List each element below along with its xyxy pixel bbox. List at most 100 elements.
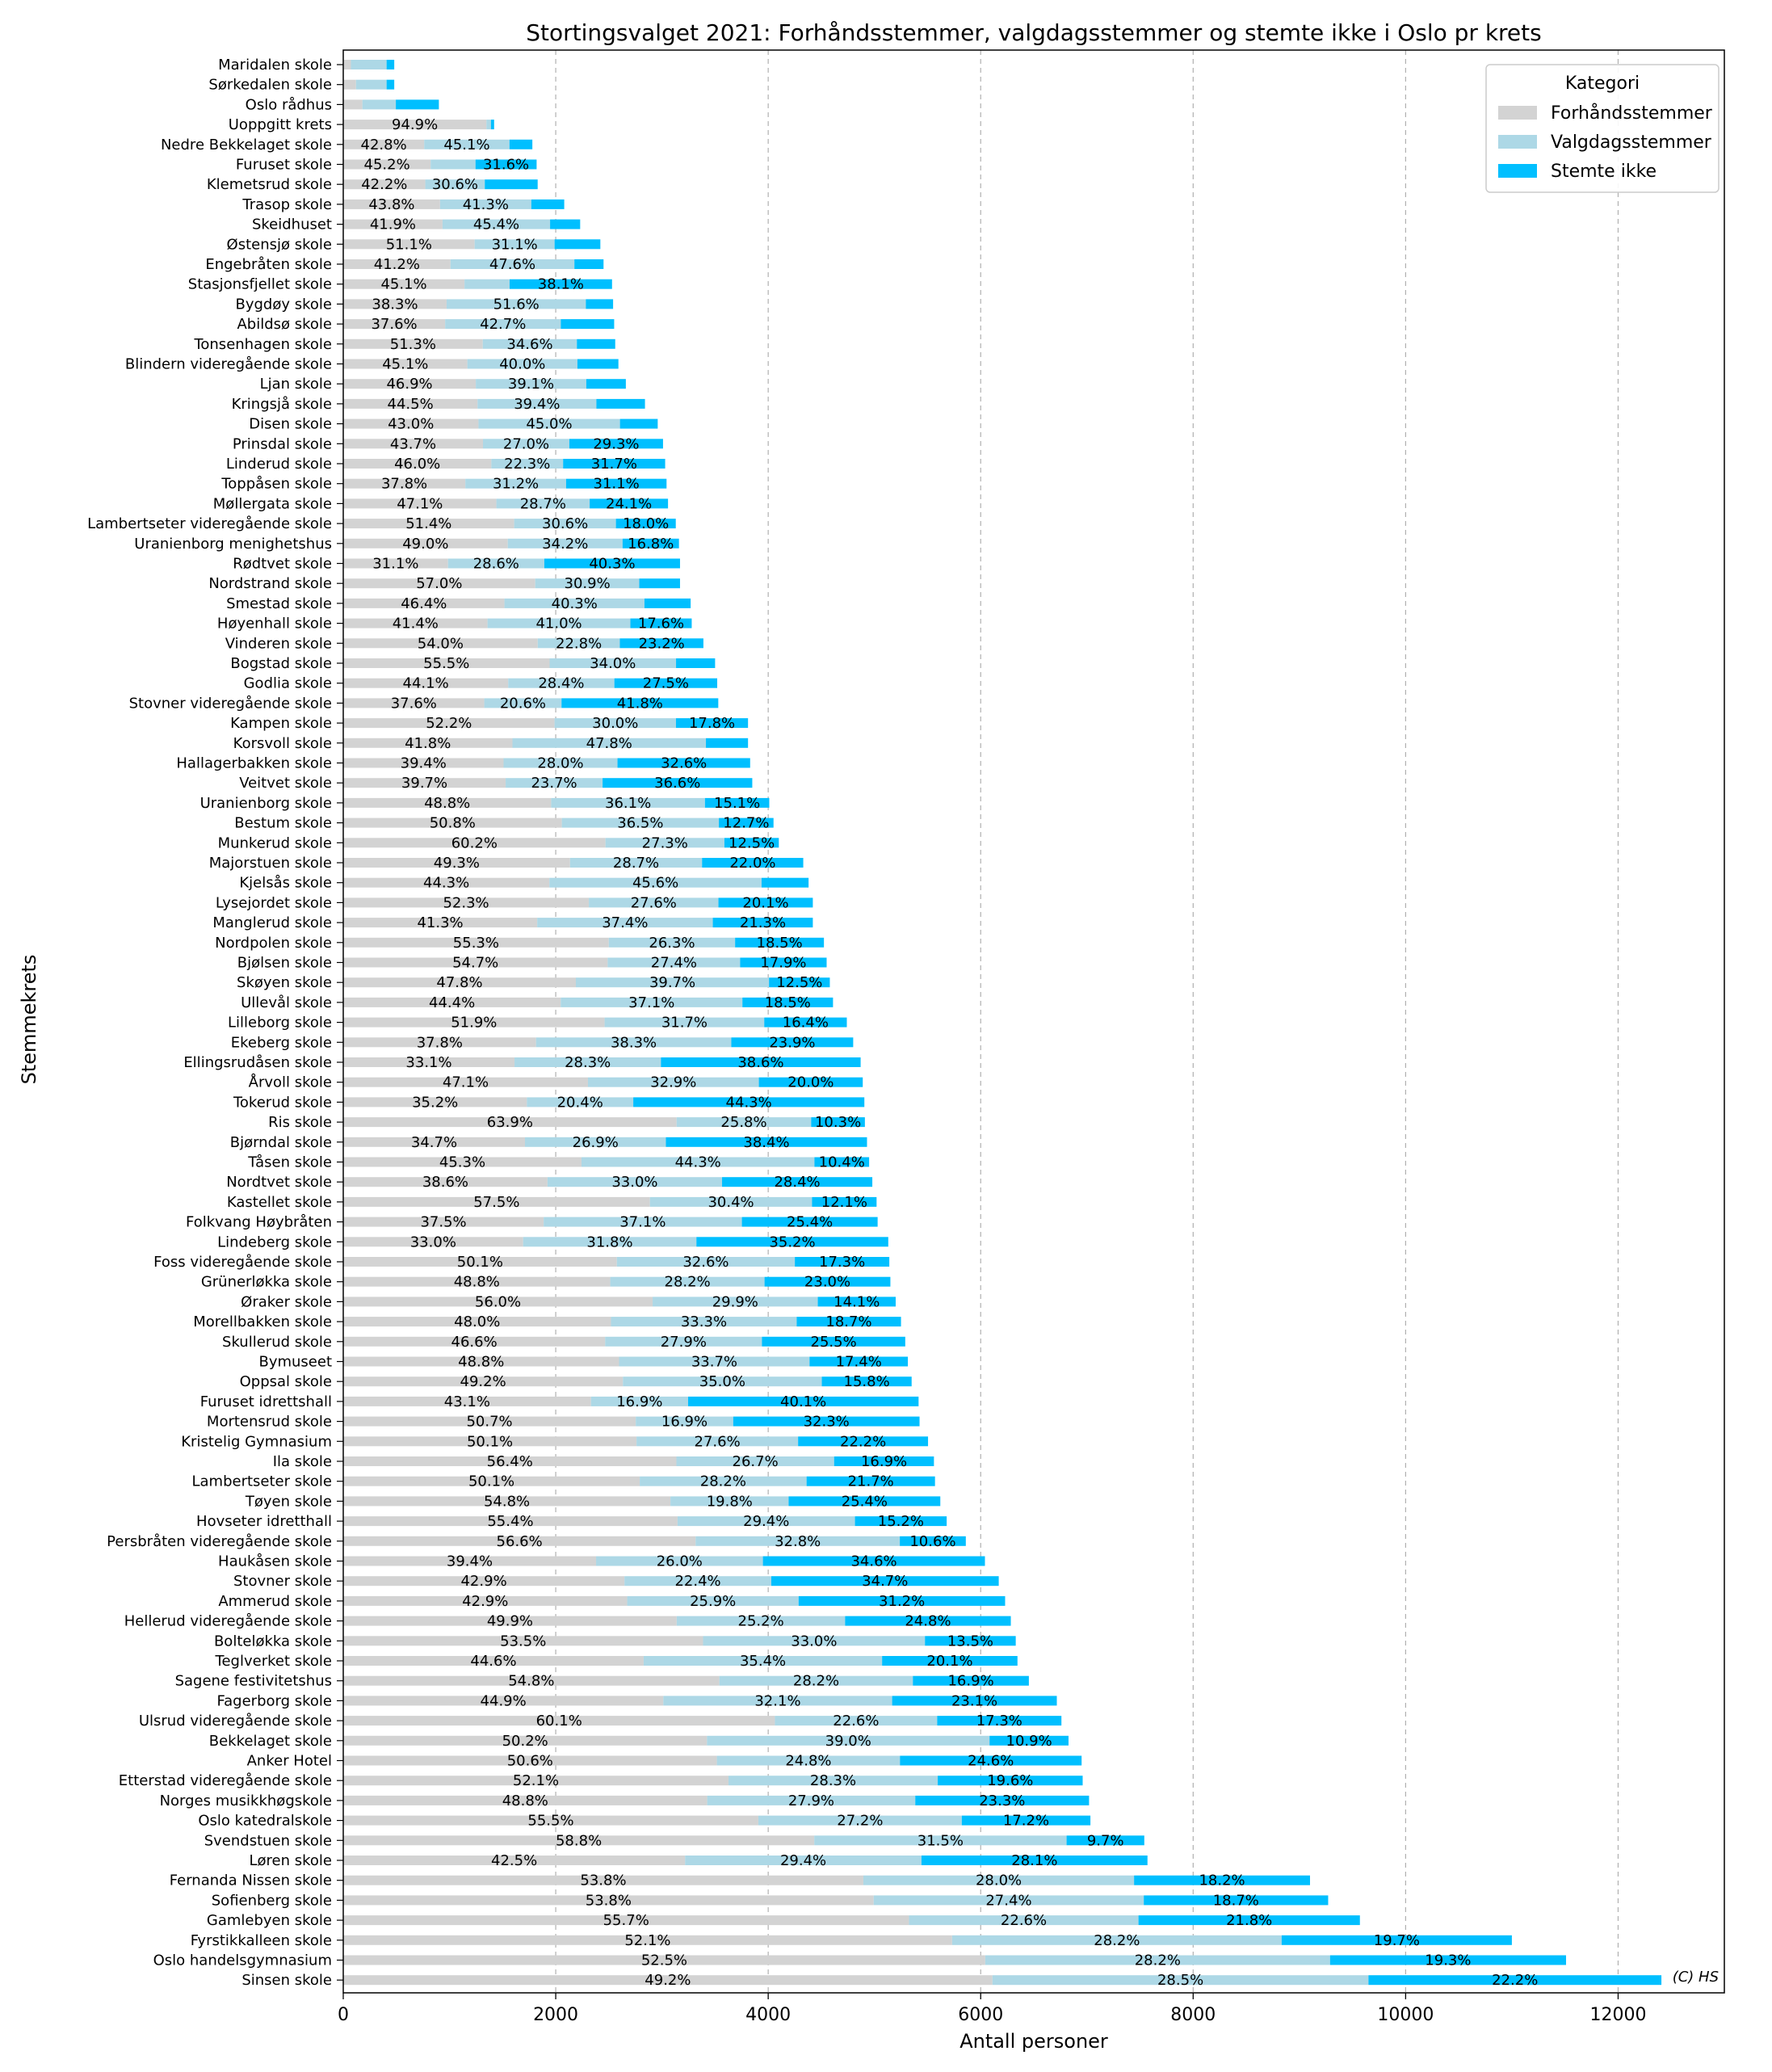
percent-label-stemte-ikke: 15.1% — [714, 795, 760, 812]
percent-label-valgdagsstemmer: 27.3% — [642, 834, 688, 851]
bar-valgdagsstemmer — [491, 459, 564, 469]
category-label: Lambertseter videregående skole — [87, 515, 332, 532]
bar-stemte-ikke — [724, 838, 779, 848]
bar-forhandsstemmer — [343, 1576, 625, 1587]
percent-label-forhandsstemmer: 42.5% — [491, 1852, 537, 1869]
percent-label-forhandsstemmer: 35.2% — [412, 1094, 458, 1111]
bar-forhandsstemmer — [343, 1476, 640, 1486]
bar-valgdagsstemmer — [482, 338, 577, 349]
bar-valgdagsstemmer — [589, 897, 719, 908]
percent-label-valgdagsstemmer: 27.2% — [837, 1813, 883, 1830]
bar-stemte-ikke — [563, 459, 666, 469]
category-label: Skullerud skole — [222, 1334, 332, 1351]
bar-valgdagsstemmer — [873, 1895, 1144, 1906]
percent-label-valgdagsstemmer: 26.0% — [657, 1553, 703, 1570]
percent-label-forhandsstemmer: 48.8% — [424, 795, 470, 812]
bar-forhandsstemmer — [343, 1616, 677, 1626]
bar-stemte-ikke — [989, 1735, 1069, 1746]
bar-valgdagsstemmer — [581, 1157, 815, 1167]
category-label: Grünerløkka skole — [201, 1274, 332, 1291]
percent-label-forhandsstemmer: 50.7% — [466, 1414, 512, 1431]
category-label: Bymuseet — [258, 1354, 332, 1371]
percent-label-forhandsstemmer: 48.8% — [502, 1793, 548, 1809]
percent-label-forhandsstemmer: 45.1% — [380, 276, 426, 293]
bar-forhandsstemmer — [343, 1117, 677, 1128]
bar-valgdagsstemmer — [676, 1117, 812, 1128]
percent-label-forhandsstemmer: 41.3% — [417, 914, 463, 931]
bar-stemte-ikke — [577, 338, 615, 349]
percent-label-valgdagsstemmer: 45.0% — [526, 416, 572, 433]
bar-forhandsstemmer — [343, 120, 487, 130]
percent-label-forhandsstemmer: 43.7% — [390, 435, 436, 452]
bar-stemte-ikke — [925, 1636, 1016, 1646]
category-label: Kringsjå skole — [232, 396, 332, 413]
x-tick-label: 8000 — [1170, 2005, 1216, 2025]
bar-forhandsstemmer — [343, 738, 513, 748]
bar-valgdagsstemmer — [605, 838, 724, 848]
category-label: Munkerud skole — [218, 834, 332, 851]
bar-valgdagsstemmer — [951, 1935, 1282, 1945]
bar-valgdagsstemmer — [775, 1716, 938, 1726]
percent-label-stemte-ikke: 9.7% — [1087, 1832, 1124, 1849]
category-label: Ellingsrudåsen skole — [183, 1054, 332, 1071]
percent-label-stemte-ikke: 36.6% — [654, 775, 700, 792]
category-label: Sofienberg skole — [212, 1892, 332, 1909]
percent-label-valgdagsstemmer: 26.7% — [733, 1453, 779, 1470]
bar-stemte-ikke — [758, 1077, 863, 1087]
percent-label-forhandsstemmer: 55.5% — [423, 655, 469, 672]
percent-label-valgdagsstemmer: 45.1% — [443, 137, 489, 153]
bar-valgdagsstemmer — [355, 79, 387, 90]
bar-valgdagsstemmer — [611, 1317, 797, 1327]
bar-stemte-ikke — [712, 918, 813, 928]
percent-label-valgdagsstemmer: 28.0% — [537, 755, 583, 772]
category-label: Østensjø skole — [227, 236, 332, 253]
bar-stemte-ikke — [544, 558, 680, 569]
category-label: Lysejordet skole — [216, 894, 332, 911]
percent-label-forhandsstemmer: 52.1% — [513, 1772, 559, 1789]
bar-forhandsstemmer — [343, 1595, 628, 1606]
percent-label-valgdagsstemmer: 34.6% — [506, 336, 552, 353]
percent-label-stemte-ikke: 23.0% — [804, 1274, 850, 1291]
bar-stemte-ikke — [913, 1675, 1029, 1686]
percent-label-stemte-ikke: 18.7% — [825, 1313, 871, 1330]
percent-label-stemte-ikke: 22.2% — [840, 1433, 886, 1450]
percent-label-forhandsstemmer: 47.8% — [436, 974, 482, 991]
category-label: Høyenhall skole — [217, 616, 332, 633]
percent-label-valgdagsstemmer: 39.7% — [649, 974, 695, 991]
bar-forhandsstemmer — [343, 1955, 985, 1965]
percent-label-stemte-ikke: 19.3% — [1425, 1952, 1471, 1969]
percent-label-forhandsstemmer: 50.1% — [467, 1433, 513, 1450]
bar-stemte-ikke — [788, 1496, 941, 1507]
bar-valgdagsstemmer — [465, 478, 566, 489]
percent-label-stemte-ikke: 40.3% — [589, 556, 635, 573]
category-label: Folkvang Høybråten — [186, 1214, 332, 1231]
percent-label-valgdagsstemmer: 30.4% — [708, 1194, 754, 1211]
percent-label-valgdagsstemmer: 27.9% — [661, 1334, 707, 1351]
category-label: Blindern videregående skole — [125, 356, 332, 373]
bar-valgdagsstemmer — [450, 259, 575, 269]
bar-valgdagsstemmer — [610, 1276, 765, 1287]
bar-stemte-ikke — [1281, 1935, 1512, 1945]
percent-label-forhandsstemmer: 48.8% — [458, 1354, 504, 1371]
percent-label-valgdagsstemmer: 35.0% — [699, 1373, 745, 1390]
category-label: Tåsen skole — [247, 1154, 332, 1171]
percent-label-forhandsstemmer: 43.0% — [388, 416, 434, 433]
bar-stemte-ikke — [806, 1476, 935, 1486]
bar-stemte-ikke — [675, 718, 749, 729]
bar-stemte-ikke — [696, 1237, 888, 1247]
percent-label-valgdagsstemmer: 33.7% — [691, 1354, 737, 1371]
percent-label-valgdagsstemmer: 27.9% — [788, 1793, 834, 1809]
bar-valgdagsstemmer — [476, 379, 586, 389]
percent-label-valgdagsstemmer: 33.0% — [791, 1633, 837, 1650]
bar-forhandsstemmer — [343, 797, 552, 808]
bar-stemte-ikke — [740, 957, 827, 968]
bar-forhandsstemmer — [343, 1755, 717, 1766]
percent-label-forhandsstemmer: 39.7% — [401, 775, 447, 792]
percent-label-valgdagsstemmer: 22.3% — [504, 456, 550, 473]
bar-stemte-ikke — [666, 1137, 867, 1147]
bar-forhandsstemmer — [343, 79, 356, 90]
percent-label-forhandsstemmer: 49.2% — [645, 1972, 691, 1989]
bar-stemte-ikke — [396, 99, 439, 110]
bar-forhandsstemmer — [343, 1716, 775, 1726]
bar-stemte-ikke — [1138, 1915, 1360, 1926]
